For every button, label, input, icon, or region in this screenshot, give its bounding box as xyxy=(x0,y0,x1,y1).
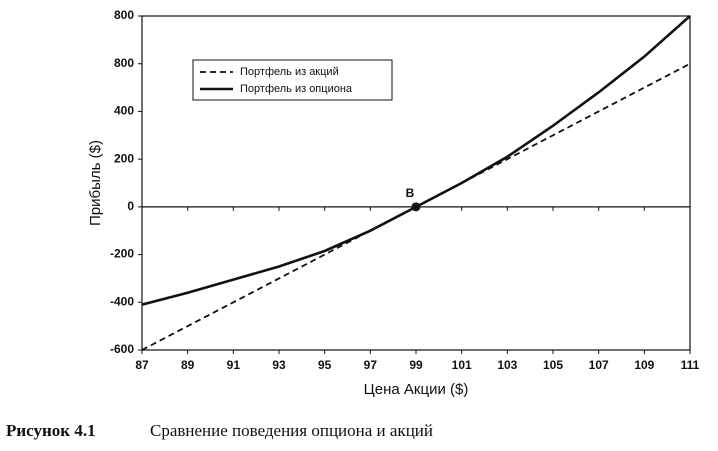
y-tick-label: 200 xyxy=(114,151,134,165)
caption-number: Рисунок 4.1 xyxy=(6,421,96,440)
y-tick-label: 0 xyxy=(127,199,134,213)
x-tick-label: 95 xyxy=(318,358,332,372)
y-axis-title: Прибыль ($) xyxy=(87,140,104,226)
annotation-label: B xyxy=(406,186,415,200)
y-tick-label: -400 xyxy=(110,294,134,308)
x-tick-label: 99 xyxy=(409,358,423,372)
x-tick-label: 107 xyxy=(589,358,609,372)
x-tick-label: 103 xyxy=(497,358,517,372)
x-tick-label: 111 xyxy=(681,358,700,372)
x-tick-label: 101 xyxy=(452,358,472,372)
x-tick-label: 97 xyxy=(364,358,378,372)
y-tick-label: 400 xyxy=(114,104,134,118)
x-tick-label: 87 xyxy=(135,358,149,372)
legend-label: Портфель из опциона xyxy=(240,83,353,95)
x-tick-label: 105 xyxy=(543,358,563,372)
annotation-point xyxy=(411,202,421,212)
x-tick-label: 89 xyxy=(181,358,195,372)
x-tick-label: 93 xyxy=(272,358,286,372)
x-tick-label: 109 xyxy=(634,358,654,372)
y-tick-label: -200 xyxy=(110,247,134,261)
series-line xyxy=(141,15,691,306)
x-axis-title: Цена Акции ($) xyxy=(364,381,469,398)
caption-text: Сравнение поведения опциона и акций xyxy=(150,421,433,440)
legend-box xyxy=(192,59,393,101)
y-tick-label: 800 xyxy=(114,56,134,70)
series-line xyxy=(141,62,691,351)
y-tick-label: 800 xyxy=(114,8,134,22)
y-tick-label: -600 xyxy=(110,342,134,356)
x-tick-label: 91 xyxy=(227,358,241,372)
legend-label: Портфель из акций xyxy=(240,66,339,78)
